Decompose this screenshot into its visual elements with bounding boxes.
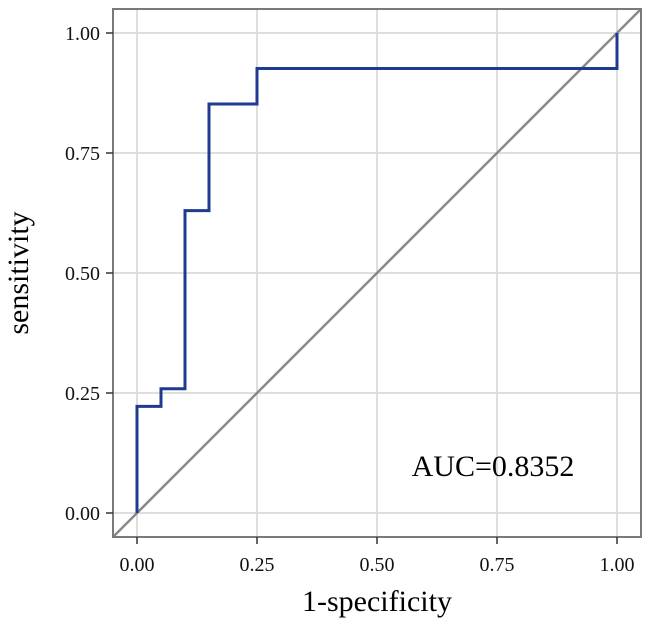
y-axis-title: sensitivity [2,211,35,334]
y-tick-label: 0.75 [65,143,100,165]
x-tick-label: 0.75 [480,554,515,576]
x-tick-label: 0.00 [120,554,155,576]
axis-ticks: 0.00 0.25 0.50 0.75 1.00 0.00 0.25 0.50 0.75 1.00 [65,23,635,576]
series-layer [112,8,642,538]
y-tick-label: 1.00 [65,23,100,45]
y-tick-label: 0.25 [65,383,100,405]
x-tick-label: 1.00 [600,554,635,576]
x-tick-label: 0.25 [240,554,275,576]
y-tick-label: 0.00 [65,503,100,525]
x-axis-title: 1-specificity [302,585,452,618]
roc-curve-line [135,33,619,513]
y-tick-label: 0.50 [65,263,100,285]
x-tick-label: 0.50 [360,554,395,576]
auc-annotation: AUC=0.8352 [412,450,575,483]
reference-diagonal-line [112,8,642,538]
